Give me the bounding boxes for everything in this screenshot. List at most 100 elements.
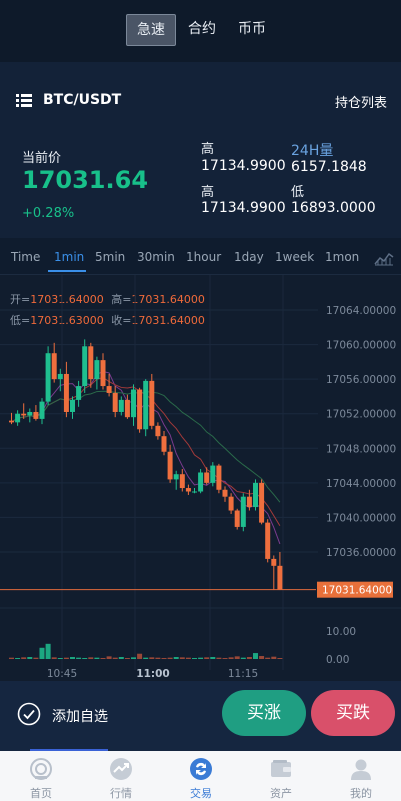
volume-bar: [124, 658, 130, 659]
nav-assets[interactable]: 资产: [241, 751, 321, 801]
low-label: 低: [291, 185, 305, 200]
current-price-label: 当前价: [22, 151, 62, 166]
candle: [106, 386, 112, 393]
volume-bar: [277, 658, 283, 659]
candle: [57, 373, 63, 380]
candle: [167, 451, 173, 480]
volume-bar: [88, 657, 94, 659]
high-label-2: 高: [201, 185, 215, 200]
active-interval-underline: [48, 270, 86, 272]
nav-mine[interactable]: 我的: [321, 751, 401, 801]
high-value: 17134.9900: [201, 158, 286, 174]
tab-spot[interactable]: 币币: [238, 21, 266, 37]
candle: [39, 401, 45, 419]
candle: [76, 386, 82, 400]
candle: [192, 491, 197, 493]
interval-1day[interactable]: 1day: [234, 250, 264, 264]
volume-bar: [210, 657, 216, 659]
y-tick-label: 17056.00000: [326, 374, 396, 386]
volume-bar: [185, 657, 191, 659]
volume-bar: [155, 657, 161, 659]
nav-market-label: 行情: [110, 787, 132, 800]
add-favorite-label[interactable]: 添加自选: [52, 709, 108, 725]
high-label: 高: [201, 142, 215, 157]
volume-bar: [167, 657, 173, 659]
volume-bar: [112, 657, 118, 659]
interval-1min[interactable]: 1min: [54, 250, 85, 264]
candle: [185, 488, 191, 492]
candle: [198, 472, 204, 492]
candle: [271, 558, 277, 566]
volume-bar: [259, 656, 265, 659]
current-price: 17031.64: [22, 166, 149, 194]
interval-1hour[interactable]: 1hour: [186, 250, 222, 264]
y-tick-label: 17064.00000: [326, 305, 396, 317]
candle: [173, 474, 179, 480]
tab-fast[interactable]: 急速: [126, 14, 176, 46]
candle: [131, 389, 136, 418]
high-value-2: 17134.9900: [201, 200, 286, 216]
candle: [82, 346, 88, 387]
volume-bar: [57, 658, 63, 659]
last-price-tag: [317, 581, 393, 598]
interval-30min[interactable]: 30min: [137, 250, 175, 264]
interval-5min[interactable]: 5min: [95, 250, 126, 264]
candle: [51, 353, 57, 380]
nav-home[interactable]: 首页: [1, 751, 81, 801]
tab-contract[interactable]: 合约: [188, 21, 216, 37]
y-tick-label: 17048.00000: [326, 443, 396, 455]
candle: [94, 360, 100, 380]
volume-bar: [9, 657, 14, 659]
buy-up-button[interactable]: 买涨: [222, 690, 306, 736]
chart-settings-icon[interactable]: [374, 250, 394, 266]
candle: [253, 482, 258, 508]
y-tick-label: 17040.00000: [326, 512, 396, 524]
check-circle-icon[interactable]: [17, 702, 41, 726]
wallet-icon: [271, 760, 291, 777]
candle: [70, 399, 75, 412]
y-tick-label: 17052.00000: [326, 409, 396, 421]
volume-bar: [21, 657, 27, 659]
nav-trade-label: 交易: [190, 787, 212, 800]
volume-bar: [94, 657, 100, 659]
volume-bar: [222, 658, 228, 659]
candle: [204, 472, 210, 483]
y-tick-label: 17060.00000: [326, 340, 396, 352]
price-info-panel: [0, 62, 401, 238]
volume-bar: [63, 657, 69, 659]
candle: [21, 413, 27, 416]
holdings-list-link[interactable]: 持仓列表: [334, 96, 387, 111]
interval-1mon[interactable]: 1mon: [325, 250, 360, 264]
candle: [63, 373, 69, 412]
candle: [246, 496, 252, 508]
volume-bar: [173, 657, 179, 659]
candle: [27, 411, 33, 416]
volume-bar: [15, 658, 21, 659]
candle: [155, 425, 161, 437]
candle: [88, 346, 94, 380]
nav-market[interactable]: 行情: [81, 751, 161, 801]
interval-1week[interactable]: 1week: [275, 250, 315, 264]
market-icon: [110, 758, 132, 780]
interval-time[interactable]: Time: [11, 250, 41, 264]
volume-bar: [100, 658, 106, 659]
candle: [161, 436, 167, 452]
bottom-divider: [30, 749, 108, 751]
candle: [222, 489, 228, 497]
buy-down-button[interactable]: 买跌: [311, 690, 395, 736]
kline-svg: 17064.00000 17060.00000 17056.00000 17052.0…: [0, 275, 401, 680]
volume-tick-label: 10.00: [326, 626, 356, 638]
nav-mine-label: 我的: [350, 787, 372, 800]
candle: [112, 392, 118, 412]
volume-bar: [118, 657, 124, 659]
volume-bar: [265, 657, 271, 659]
candle: [45, 353, 51, 402]
trading-pair[interactable]: BTC/USDT: [43, 92, 122, 108]
volume-bar: [253, 653, 258, 659]
candle: [179, 474, 185, 489]
candle: [137, 389, 143, 430]
candle: [210, 465, 216, 483]
x-tick-label: 11:00: [136, 668, 169, 680]
nav-trade[interactable]: 交易: [161, 751, 241, 801]
list-menu-icon[interactable]: [16, 94, 32, 107]
